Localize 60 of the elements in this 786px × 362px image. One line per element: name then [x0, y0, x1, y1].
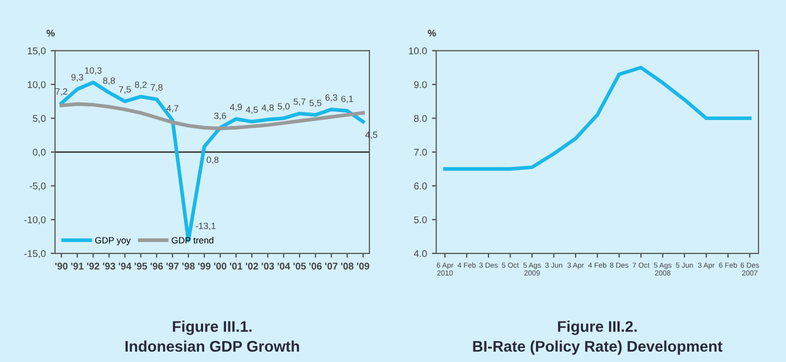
data-label: 5,5	[310, 100, 322, 108]
y-tick-label: 9.0	[414, 81, 427, 88]
x-tick-label: '95	[134, 262, 148, 270]
data-label: 8,8	[103, 77, 115, 85]
x-tick-label: '06	[309, 262, 322, 270]
x-tick-label: '90	[55, 262, 68, 270]
y-tick-label: 6.0	[414, 182, 427, 190]
data-label: 6,1	[341, 96, 354, 104]
y-tick-label: 4.0	[414, 250, 427, 258]
data-label: 7,5	[119, 86, 131, 94]
x-tick-label: '92	[87, 262, 100, 270]
x-tick-label: '07	[325, 262, 338, 270]
x-tick-label: '00	[214, 262, 226, 270]
data-label: 8,2	[134, 82, 147, 89]
x-tick-label: '08	[341, 262, 354, 270]
legend-label: GDP trend	[172, 236, 214, 244]
x-tick-label: '93	[102, 262, 116, 270]
x-tick-label: '01	[230, 262, 242, 270]
y-axis-title: %	[428, 30, 436, 37]
x-tick-label: '96	[150, 262, 163, 270]
x-tick-label: '94	[118, 262, 132, 270]
data-label: 9,3	[71, 74, 84, 82]
x-tick-label: '97	[166, 262, 179, 270]
x-tick-label: '05	[294, 262, 306, 270]
y-axis-title: %	[46, 30, 55, 37]
data-label: -13,1	[196, 222, 216, 230]
y-tick-label: 10,0	[28, 81, 46, 90]
data-label: 7,2	[56, 88, 68, 96]
y-tick-label: 7.0	[414, 148, 427, 156]
data-label: 4,5	[246, 106, 258, 114]
data-label: 3,6	[214, 112, 226, 120]
x-tick-label: '03	[262, 262, 274, 270]
y-tick-label: 10.0	[409, 47, 427, 54]
x-tick-label: '02	[246, 262, 258, 270]
x-tick-label: '98	[182, 262, 195, 270]
legend-label: GDP yoy	[95, 237, 131, 246]
y-tick-label: 5.0	[414, 216, 427, 224]
x-tick-label: '91	[71, 262, 84, 270]
line-series	[443, 66, 752, 171]
text: Figure III.1. Indonesian GDP Growth	[126, 320, 299, 352]
data-label: 4,9	[230, 104, 242, 112]
y-tick-label: -15,0	[24, 250, 46, 258]
data-label: 0,8	[206, 156, 218, 164]
y-tick-label: 8.0	[414, 114, 427, 122]
data-label: 5,7	[294, 98, 306, 106]
y-tick-label: -10,0	[24, 216, 46, 224]
y-tick-label: 0,0	[32, 148, 46, 157]
text: Figure III.2. BI-Rate (Policy Rate) Development	[473, 320, 722, 355]
x-tick-label: '99	[198, 262, 210, 270]
data-label: 6,3	[325, 94, 338, 102]
y-tick-label: -5,0	[30, 182, 46, 191]
data-label: 4,7	[166, 105, 178, 113]
data-label: 4,8	[262, 104, 274, 112]
x-tick-label: '09	[357, 262, 370, 270]
y-tick-label: 5,0	[32, 114, 46, 124]
data-label: 10,3	[85, 67, 102, 75]
y-tick-label: 15,0	[28, 47, 46, 56]
data-label: 5,0	[278, 103, 290, 111]
data-label: 7,8	[150, 84, 163, 92]
x-tick-label: '04	[278, 262, 290, 270]
